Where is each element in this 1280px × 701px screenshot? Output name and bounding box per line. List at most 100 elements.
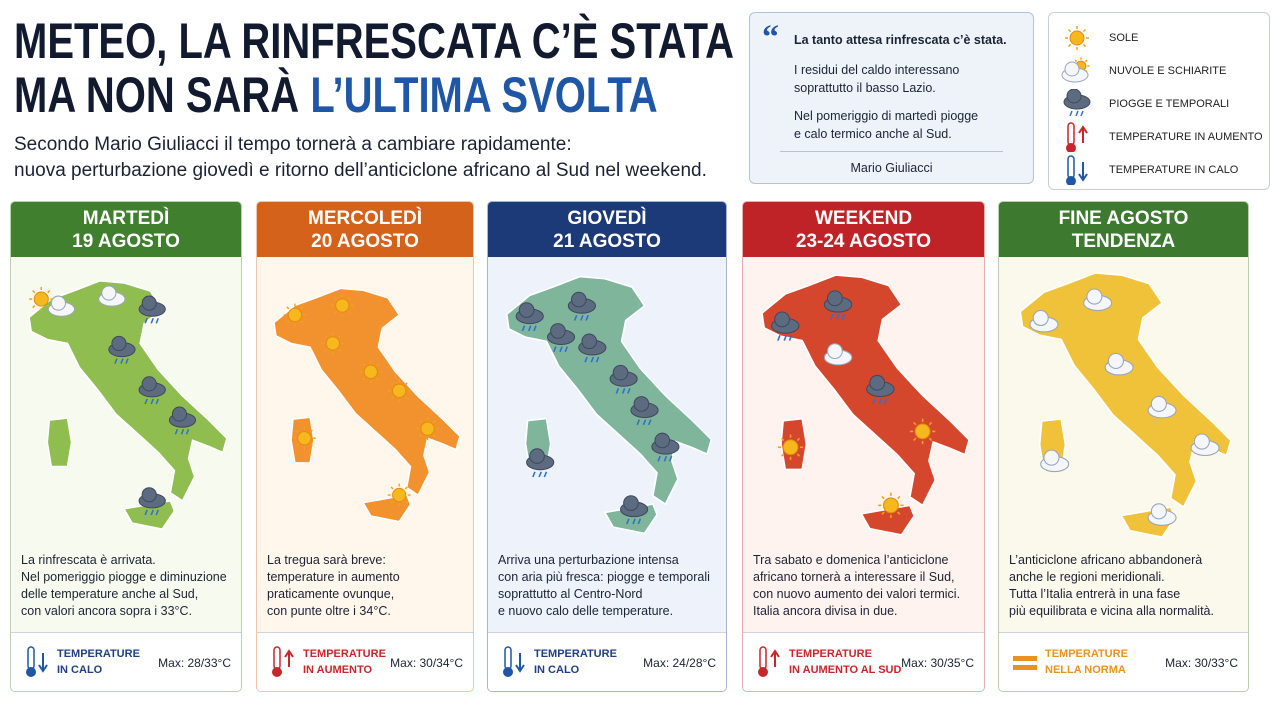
rain-icon: [1069, 110, 1084, 117]
footer-label: TEMPERATURE IN AUMENTO: [303, 646, 386, 678]
forecast-card: WEEKEND 23-24 AGOSTO Tra sabato e domenica…: [742, 201, 985, 692]
subtitle-line: Secondo Mario Giuliacci il tempo tornerà…: [14, 134, 572, 155]
thermometer: [272, 667, 282, 677]
map: [761, 274, 970, 536]
cloud-icon: [1107, 352, 1124, 370]
card-text-line: con aria più fresca: piogge e temporali: [498, 570, 710, 584]
sun-ray: [781, 437, 785, 442]
sun-ray: [390, 382, 394, 386]
sun-ray: [295, 443, 299, 447]
sun-icon: [33, 291, 49, 307]
sun-icon: [287, 307, 303, 323]
max-temperature: Max: 30/33°C: [1165, 656, 1238, 670]
sun-ray: [309, 443, 313, 447]
card-title-line: MERCOLEDÌ: [308, 208, 422, 229]
sun-ray: [324, 348, 328, 352]
card-title-line: MARTEDÌ: [82, 208, 170, 229]
cloud-icon: [141, 487, 157, 503]
legend-item: TEMPERATURE IN AUMENTO: [1057, 122, 1267, 153]
cloud-icon: [101, 285, 117, 301]
legend-icon: [1066, 155, 1088, 186]
cloud-icon: [1066, 88, 1082, 104]
sun-ray: [404, 396, 408, 400]
card-header: WEEKEND 23-24 AGOSTO: [743, 202, 984, 257]
rain-icon: [636, 419, 652, 426]
forecast-card: GIOVEDÌ 21 AGOSTO Arriva una perturbazione…: [487, 201, 727, 692]
rain-icon: [584, 356, 600, 363]
footer-label-line: TEMPERATURE: [789, 648, 872, 660]
sun-ray: [390, 500, 394, 504]
arrow: [1078, 125, 1088, 143]
sun-ray: [881, 511, 885, 515]
card-title-line: FINE AGOSTO: [1058, 208, 1189, 229]
card-text-line: Nel pomeriggio piogge e diminuzione: [21, 570, 227, 584]
cloud-icon: [826, 343, 843, 360]
card-text-line: anche le regioni meridionali.: [1009, 570, 1165, 584]
footer-label-line: TEMPERATURE: [303, 648, 386, 660]
sun-ray: [300, 306, 304, 310]
quote-box: “ La tanto attesa rinfrescata c’è stata.…: [749, 12, 1034, 184]
cloud-icon: [518, 302, 535, 318]
legend-label: TEMPERATURE IN AUMENTO: [1109, 131, 1263, 143]
sun-icon: [392, 383, 407, 398]
card-text-line: più equilibrata e vicina alla normalità.: [1009, 604, 1214, 618]
legend-label: TEMPERATURE IN CALO: [1109, 164, 1239, 176]
card-text: L’anticiclone africano abbandonerà anche …: [1009, 552, 1214, 620]
max-temperature: Max: 28/33°C: [158, 656, 231, 670]
italy-map: [1019, 272, 1232, 538]
sun-ray: [47, 289, 51, 294]
footer-label-line: IN AUMENTO AL SUD: [789, 664, 902, 676]
map: [28, 280, 228, 530]
cloud-icon: [1150, 503, 1167, 520]
card-text-line: e nuovo calo delle temperature.: [498, 604, 674, 618]
max-temperature: Max: 30/34°C: [390, 656, 463, 670]
card-text-line: Tutta l’Italia entrerà in una fase: [1009, 587, 1181, 601]
sun-ray: [1067, 43, 1072, 48]
rain-icon: [174, 428, 190, 435]
cloud-icon: [1193, 433, 1210, 450]
sun-ray: [390, 396, 394, 400]
quote-line: soprattutto il basso Lazio.: [794, 81, 936, 95]
legend-icon: [1065, 26, 1089, 50]
italy-map: [761, 274, 970, 536]
cloud-icon: [1043, 449, 1060, 466]
sun-icon: [392, 487, 407, 503]
card-footer: TEMPERATURE IN CALO Max: 28/33°C: [11, 632, 241, 691]
rain-icon: [144, 398, 159, 405]
thermometer: [27, 646, 35, 670]
cloud-icon: [171, 406, 188, 422]
cloud-icon: [869, 374, 886, 391]
footer-icon: [758, 646, 780, 677]
sun-ray: [1082, 28, 1087, 33]
legend-label: PIOGGE E TEMPORALI: [1109, 98, 1230, 110]
max-temperature: Max: 24/28°C: [643, 656, 716, 670]
rain-icon: [144, 317, 159, 324]
sun-ray: [419, 434, 423, 438]
rain-icon: [777, 334, 793, 341]
sun-ray: [928, 437, 933, 441]
cloud-icon: [111, 335, 127, 352]
card-text: Tra sabato e domenica l’anticiclone afric…: [753, 552, 960, 620]
card-text-line: con valori ancora sopra i 33°C.: [21, 604, 193, 618]
rain-icon: [144, 509, 159, 516]
max-temperature: Max: 30/35°C: [901, 656, 974, 670]
cloud-icon: [1032, 309, 1049, 327]
cloud-icon: [529, 448, 545, 464]
sun-ray: [781, 453, 785, 457]
card-title-line: 23-24 AGOSTO: [795, 231, 932, 252]
card-text-line: con punte oltre i 34°C.: [267, 604, 391, 618]
sun-icon: [782, 439, 799, 456]
card-footer: TEMPERATURE NELLA NORMA Max: 30/33°C: [999, 632, 1248, 691]
forecast-card: FINE AGOSTO TENDENZA L’anticiclone african…: [998, 201, 1249, 692]
legend-icon: [1066, 122, 1088, 153]
arrow: [284, 649, 294, 667]
sun-ray: [362, 363, 366, 367]
sun-ray: [338, 334, 342, 338]
cloud-icon: [581, 333, 598, 350]
sun-ray: [419, 420, 423, 424]
rain-icon: [521, 325, 537, 332]
forecast-card: MARTEDÌ 19 AGOSTO La rinfrescata è arrivat…: [10, 201, 242, 692]
quote-line: e calo termico anche al Sud.: [794, 127, 952, 141]
sun-ray: [338, 348, 342, 352]
sun-ray: [796, 453, 801, 457]
